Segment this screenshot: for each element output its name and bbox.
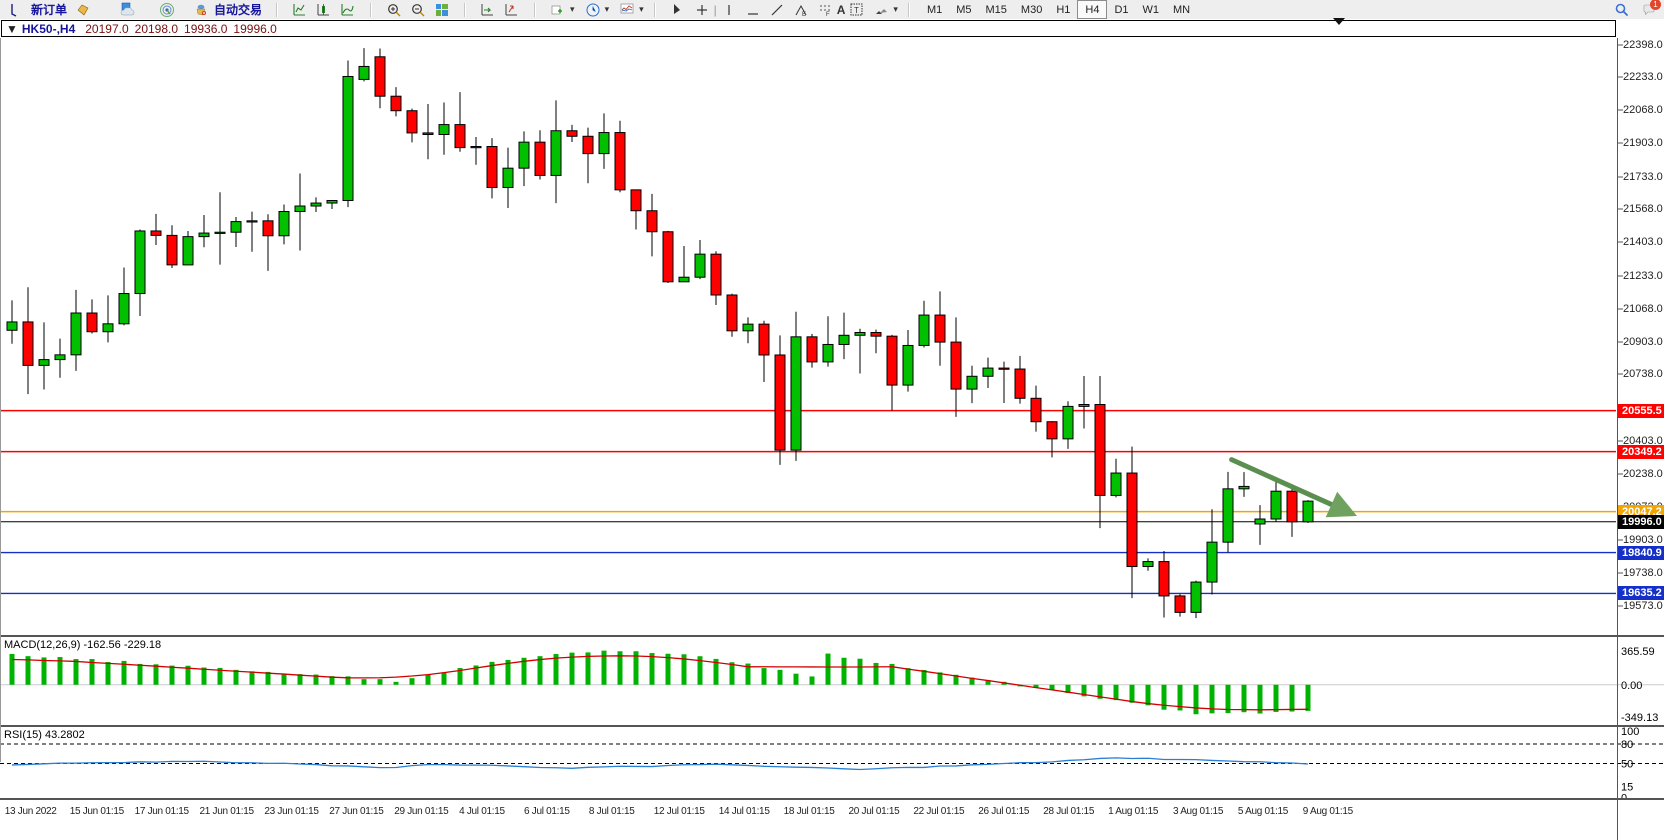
svg-text:100: 100	[1621, 727, 1639, 738]
svg-text:T: T	[854, 6, 859, 15]
svg-text:80: 80	[1621, 739, 1633, 751]
svg-text:F: F	[826, 12, 830, 18]
svg-text:-349.13: -349.13	[1621, 712, 1658, 724]
svg-text:E: E	[802, 12, 806, 18]
svg-text:RSI(15) 43.2802: RSI(15) 43.2802	[4, 729, 85, 741]
svg-text:0: 0	[1621, 792, 1627, 800]
svg-text:MACD(12,26,9) -162.56 -229.1: MACD(12,26,9) -162.56 -229.18	[4, 639, 161, 651]
svg-text:365.59: 365.59	[1621, 646, 1655, 658]
svg-text:0.00: 0.00	[1621, 680, 1642, 692]
svg-text:50: 50	[1621, 759, 1633, 771]
